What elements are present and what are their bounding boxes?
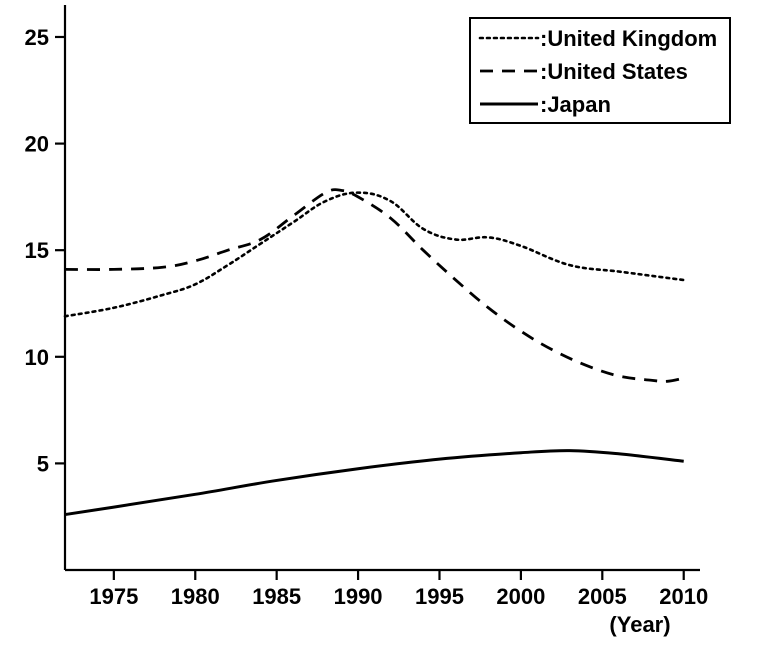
legend: :United Kingdom :United States :Japan [470,18,730,123]
legend-label: :Japan [540,92,611,117]
y-tick-label: 20 [25,132,49,157]
x-tick-label: 2005 [578,584,627,609]
x-tick-label: 1980 [171,584,220,609]
legend-label: :United States [540,59,688,84]
legend-label: :United Kingdom [540,26,717,51]
y-tick-label: 10 [25,345,49,370]
x-tick-label: 1975 [89,584,138,609]
y-tick-label: 5 [37,451,49,476]
y-tick-label: 15 [25,238,49,263]
x-tick-label: 2000 [496,584,545,609]
y-tick-label: 25 [25,25,49,50]
x-tick-label: 1990 [334,584,383,609]
x-tick-label: 1995 [415,584,464,609]
x-tick-label: 2010 [659,584,708,609]
x-axis-label: (Year) [609,612,670,637]
x-tick-label: 1985 [252,584,301,609]
line-chart: 5 10 15 20 25 1975 1980 1985 1990 1995 2000 2005 201… [0,0,768,651]
